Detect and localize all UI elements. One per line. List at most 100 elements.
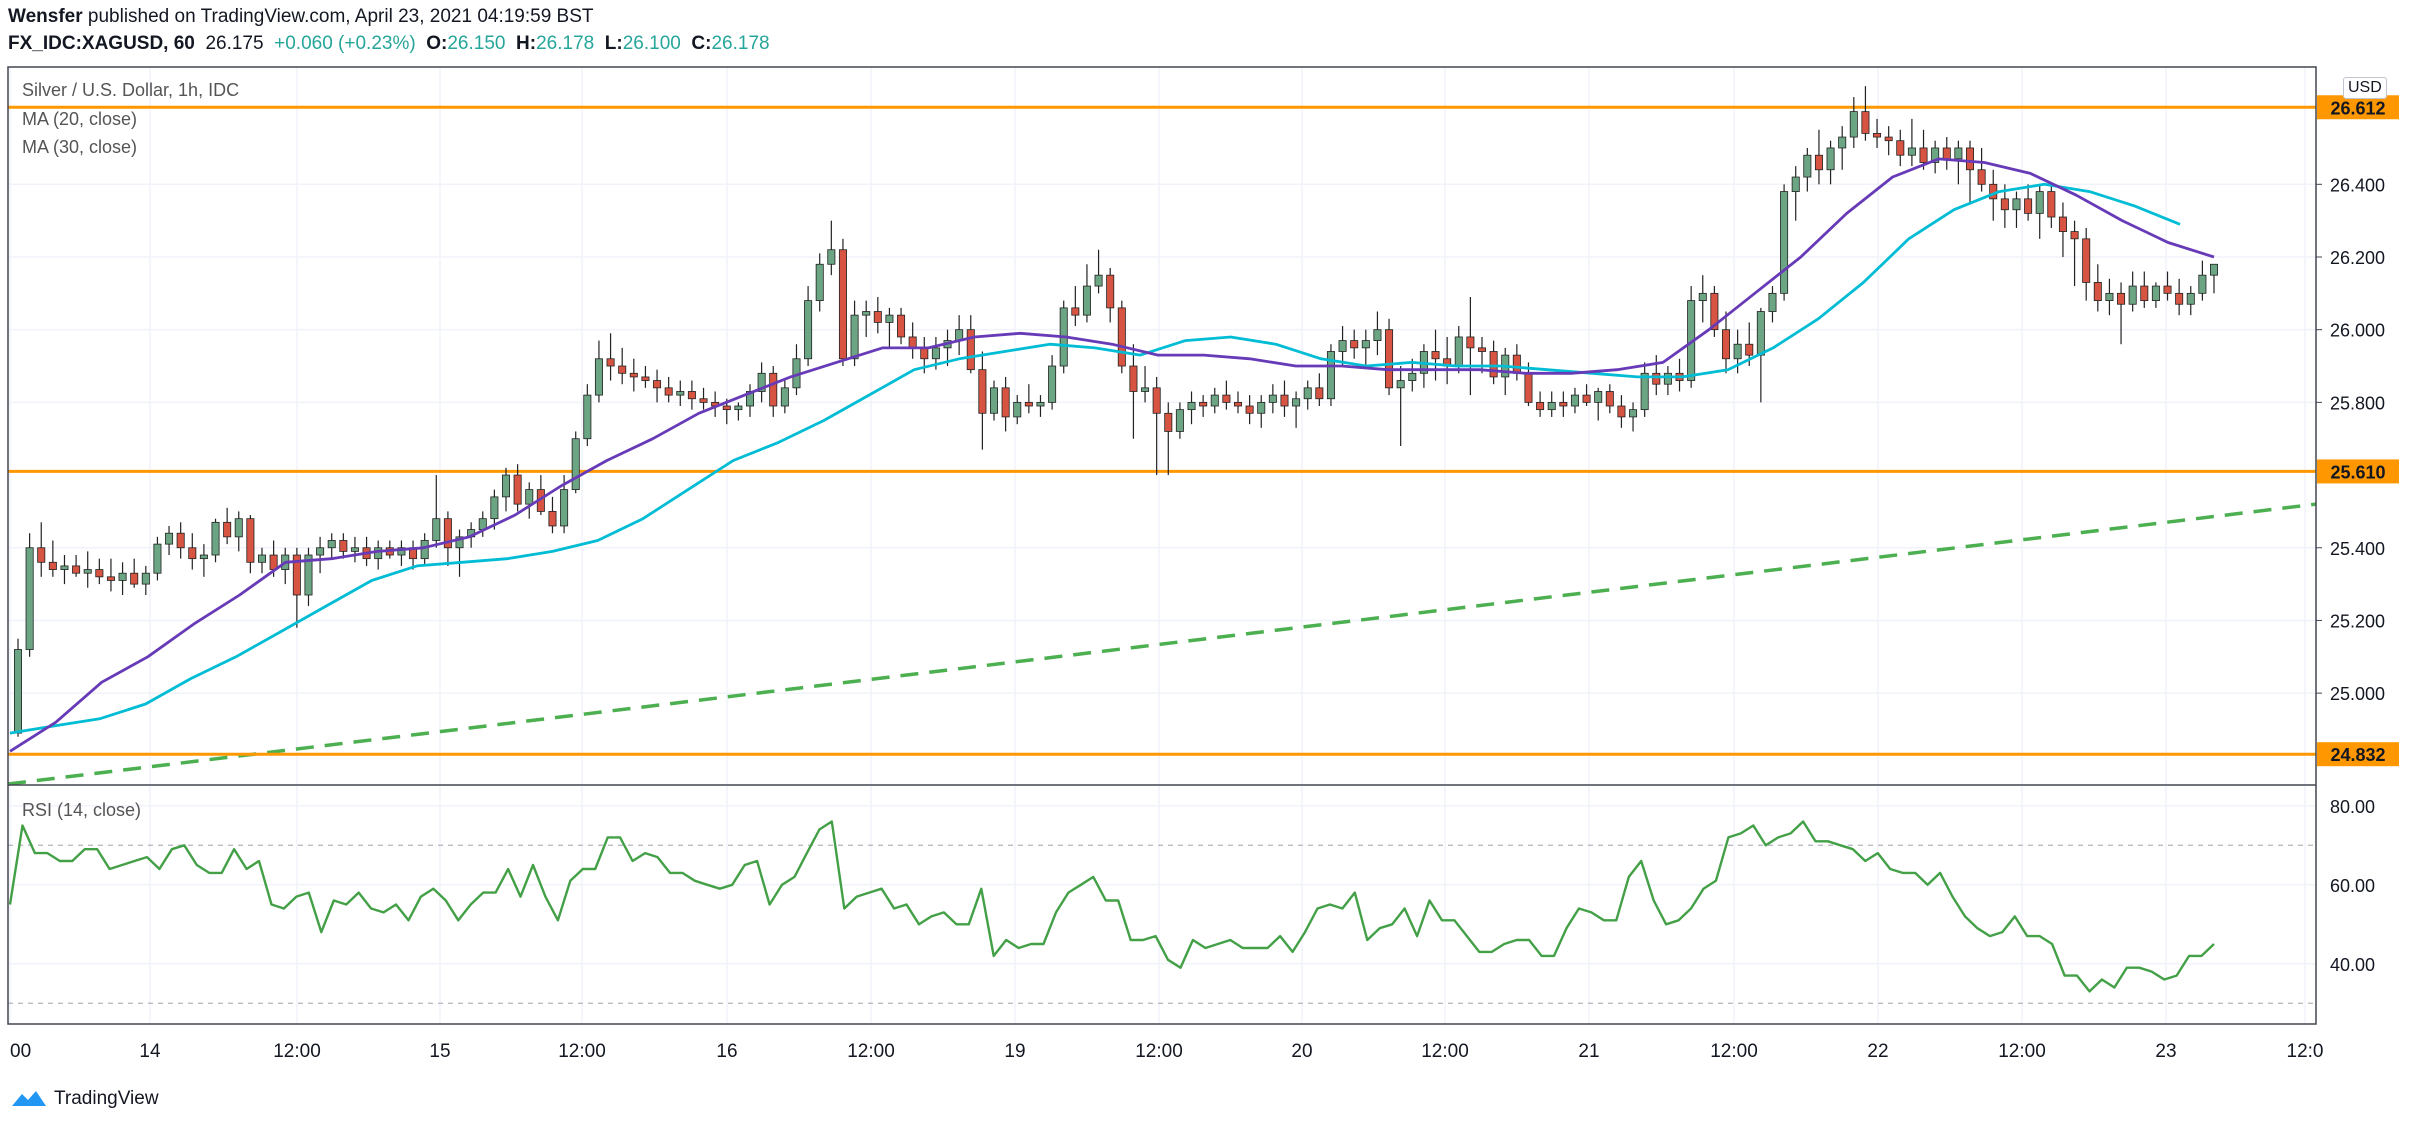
candle-body[interactable] xyxy=(1396,380,1405,389)
candle-body[interactable] xyxy=(1594,391,1603,403)
candle-body[interactable] xyxy=(1629,409,1638,418)
candle-body[interactable] xyxy=(1338,340,1347,352)
candle-body[interactable] xyxy=(629,372,638,378)
candle-body[interactable] xyxy=(1326,351,1335,400)
candle-body[interactable] xyxy=(1164,412,1173,432)
candle-body[interactable] xyxy=(2209,263,2219,276)
tradingview-footer[interactable]: TradingView xyxy=(10,1088,159,1110)
candle-body[interactable] xyxy=(1838,136,1847,149)
candle-body[interactable] xyxy=(2186,292,2195,305)
candle-body[interactable] xyxy=(1233,401,1243,407)
candle-body[interactable] xyxy=(95,569,104,578)
candle-body[interactable] xyxy=(931,347,940,360)
candle-body[interactable] xyxy=(1129,365,1138,392)
candle-body[interactable] xyxy=(1919,147,1928,163)
candle-body[interactable] xyxy=(1559,401,1568,407)
candle-body[interactable] xyxy=(815,263,824,302)
candle-body[interactable] xyxy=(1768,292,1777,312)
candle-body[interactable] xyxy=(780,387,789,407)
candle-body[interactable] xyxy=(1524,372,1533,403)
candle-body[interactable] xyxy=(2140,285,2149,302)
candle-body[interactable] xyxy=(618,365,627,374)
candle-body[interactable] xyxy=(397,547,406,556)
candle-body[interactable] xyxy=(1710,292,1719,331)
candle-body[interactable] xyxy=(525,489,534,505)
candle-body[interactable] xyxy=(1873,133,1882,138)
candle-body[interactable] xyxy=(339,540,348,552)
candle-body[interactable] xyxy=(873,311,882,323)
candle-body[interactable] xyxy=(176,532,185,549)
candle-body[interactable] xyxy=(1780,191,1789,294)
candle-body[interactable] xyxy=(606,358,615,367)
candle-body[interactable] xyxy=(292,554,301,596)
candle-body[interactable] xyxy=(827,249,836,265)
candle-body[interactable] xyxy=(897,314,906,338)
trend-line[interactable] xyxy=(7,502,2317,786)
candle-body[interactable] xyxy=(420,540,429,560)
candle-body[interactable] xyxy=(2070,231,2079,240)
candle-body[interactable] xyxy=(1082,285,1091,316)
candle-body[interactable] xyxy=(1547,401,1556,411)
candle-body[interactable] xyxy=(2117,292,2126,305)
candle-body[interactable] xyxy=(1733,343,1742,360)
candle-body[interactable] xyxy=(548,511,557,527)
candle-body[interactable] xyxy=(1477,347,1487,352)
candle-body[interactable] xyxy=(1512,354,1521,374)
candle-body[interactable] xyxy=(1791,176,1800,192)
candle-body[interactable] xyxy=(583,394,592,440)
candle-body[interactable] xyxy=(490,496,499,520)
candle-body[interactable] xyxy=(1896,140,1905,156)
candle-body[interactable] xyxy=(257,554,267,563)
candle-body[interactable] xyxy=(211,521,220,556)
candle-body[interactable] xyxy=(2058,216,2067,232)
candle-body[interactable] xyxy=(234,518,243,538)
candle-body[interactable] xyxy=(594,358,603,396)
candle-body[interactable] xyxy=(2175,292,2184,305)
candle-body[interactable] xyxy=(1175,409,1184,432)
candle-body[interactable] xyxy=(989,387,999,414)
candle-body[interactable] xyxy=(1570,394,1579,407)
candle-body[interactable] xyxy=(118,572,127,581)
candle-body[interactable] xyxy=(1803,154,1812,178)
candle-body[interactable] xyxy=(745,391,755,407)
author-name[interactable]: Wensfer xyxy=(8,6,83,27)
candle-body[interactable] xyxy=(676,391,685,396)
candle-body[interactable] xyxy=(653,380,662,389)
candle-body[interactable] xyxy=(2082,238,2091,283)
candle-body[interactable] xyxy=(1001,387,1010,418)
candle-body[interactable] xyxy=(571,438,580,491)
candle-body[interactable] xyxy=(722,405,731,411)
candle-body[interactable] xyxy=(1617,405,1626,418)
candle-body[interactable] xyxy=(2198,274,2207,294)
candle-body[interactable] xyxy=(1745,343,1754,356)
candle-body[interactable] xyxy=(432,518,441,541)
candle-body[interactable] xyxy=(1454,336,1463,367)
candle-body[interactable] xyxy=(1849,111,1858,138)
candle-body[interactable] xyxy=(1385,329,1394,389)
candle-body[interactable] xyxy=(374,547,383,560)
candle-body[interactable] xyxy=(1303,387,1312,400)
candle-body[interactable] xyxy=(1931,147,1940,163)
candle-body[interactable] xyxy=(48,561,57,570)
candle-body[interactable] xyxy=(908,336,917,349)
candle-body[interactable] xyxy=(1721,329,1731,360)
candle-body[interactable] xyxy=(1536,401,1545,411)
candle-body[interactable] xyxy=(1408,372,1417,381)
candle-body[interactable] xyxy=(757,372,766,392)
candle-body[interactable] xyxy=(25,547,34,650)
candle-body[interactable] xyxy=(1013,401,1022,418)
candle-body[interactable] xyxy=(188,547,197,560)
candle-body[interactable] xyxy=(83,569,92,574)
candle-body[interactable] xyxy=(1884,136,1893,142)
ma30-line[interactable] xyxy=(9,182,2181,735)
candle-body[interactable] xyxy=(1954,147,1963,160)
candle-body[interactable] xyxy=(1663,372,1672,385)
candle-body[interactable] xyxy=(966,329,975,371)
candle-body[interactable] xyxy=(2128,285,2137,305)
candle-body[interactable] xyxy=(1965,147,1975,171)
candle-body[interactable] xyxy=(1698,292,1707,302)
candle-body[interactable] xyxy=(1977,169,1986,185)
candle-body[interactable] xyxy=(1210,394,1219,407)
candle-body[interactable] xyxy=(223,521,232,538)
candle-body[interactable] xyxy=(560,489,569,527)
